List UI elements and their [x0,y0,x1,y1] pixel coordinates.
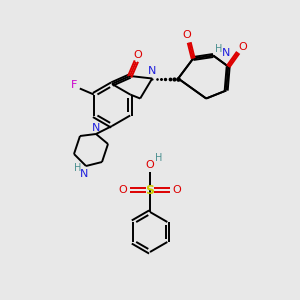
Text: N: N [148,67,156,76]
Text: O: O [172,185,182,195]
Text: O: O [183,29,192,40]
Text: N: N [80,169,88,179]
Text: O: O [118,185,127,195]
Text: H: H [215,44,223,53]
Text: H: H [74,163,82,173]
Text: O: O [146,160,154,170]
Text: F: F [70,80,77,89]
Text: N: N [222,49,230,58]
Text: O: O [134,50,142,60]
Text: S: S [146,184,154,196]
Text: N: N [92,123,100,133]
Text: H: H [155,153,163,163]
Text: O: O [239,41,248,52]
